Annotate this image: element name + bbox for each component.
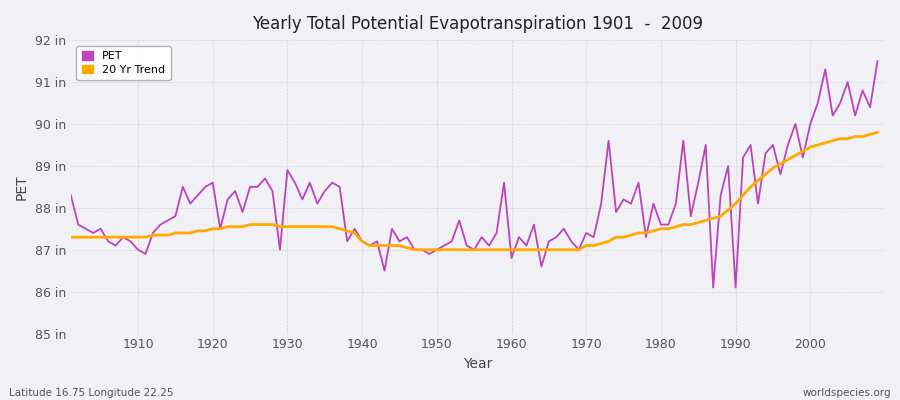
- Text: Latitude 16.75 Longitude 22.25: Latitude 16.75 Longitude 22.25: [9, 388, 174, 398]
- Y-axis label: PET: PET: [15, 174, 29, 200]
- Text: worldspecies.org: worldspecies.org: [803, 388, 891, 398]
- Legend: PET, 20 Yr Trend: PET, 20 Yr Trend: [76, 46, 171, 80]
- Title: Yearly Total Potential Evapotranspiration 1901  -  2009: Yearly Total Potential Evapotranspiratio…: [252, 15, 704, 33]
- X-axis label: Year: Year: [464, 357, 492, 371]
